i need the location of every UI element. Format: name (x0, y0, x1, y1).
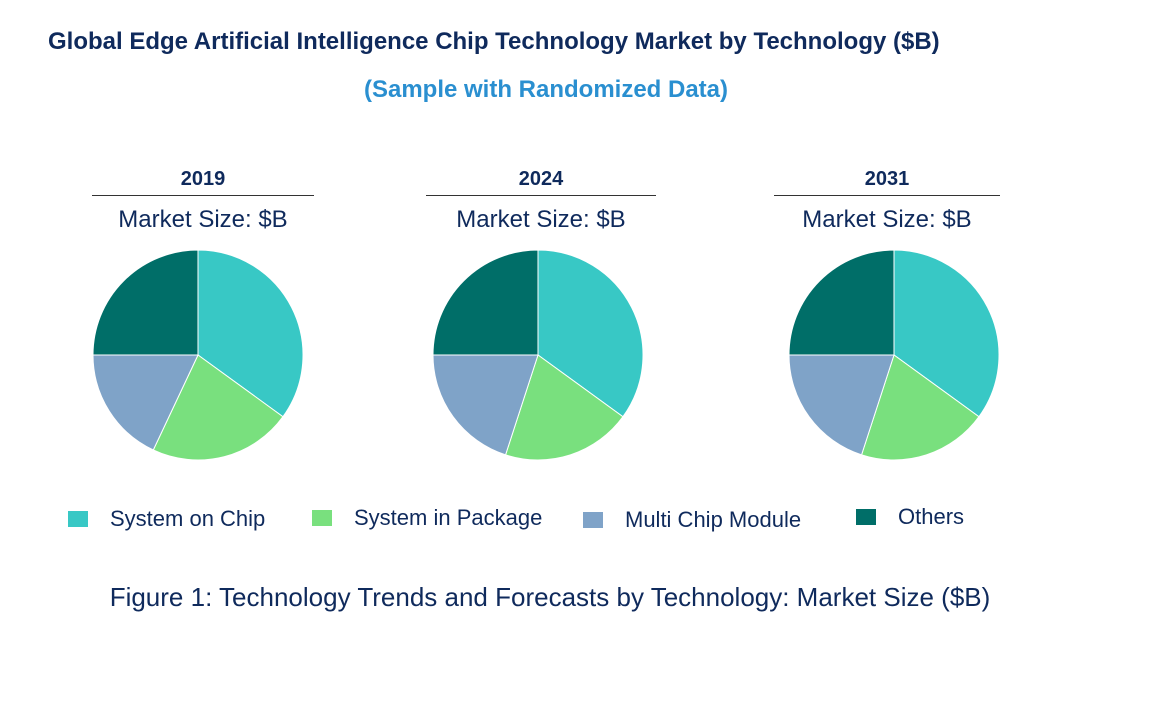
pie-slice-2024-system-in-package (504, 354, 624, 461)
legend-item-system-in-package: System in Package (312, 505, 542, 531)
pie-market-size-label: Market Size: $B (456, 206, 626, 233)
legend-label: System in Package (354, 505, 543, 530)
chart-subtitle: (Sample with Randomized Data) (363, 76, 729, 103)
pie-slice-2024-multi-chip-module (432, 354, 539, 456)
pie-slice-2031-multi-chip-module (788, 354, 895, 456)
pie-panel-2031: 2031 Market Size: $B (774, 168, 1000, 234)
legend-swatch (856, 509, 876, 525)
pie-year-label: 2031 (774, 168, 1000, 196)
legend-label: Others (898, 504, 965, 529)
legend-swatch (312, 510, 332, 526)
legend-item-others: Others (856, 504, 964, 530)
pie-slice-2019-multi-chip-module (92, 354, 199, 451)
legend-label: System on Chip (110, 506, 266, 531)
pie-slice-2031-others (788, 249, 895, 356)
pie-market-size-label: Market Size: $B (118, 206, 288, 233)
legend: System on Chip System in Package Multi C… (0, 502, 1170, 538)
pie-year-label: 2024 (426, 168, 656, 196)
legend-label: Multi Chip Module (625, 507, 802, 532)
pie-panel-2024: 2024 Market Size: $B (426, 168, 656, 234)
pie-panel-2019: 2019 Market Size: $B (92, 168, 314, 234)
pie-slice-2019-system-in-package (152, 354, 284, 461)
chart-title: Global Edge Artificial Intelligence Chip… (48, 28, 940, 55)
pie-slice-2031-system-on-chip (893, 249, 1000, 418)
figure-caption: Figure 1: Technology Trends and Forecast… (109, 582, 991, 612)
legend-swatch (68, 511, 88, 527)
pie-slice-2031-system-in-package (860, 354, 980, 461)
pie-slice-2024-others (432, 249, 539, 356)
legend-item-multi-chip-module: Multi Chip Module (583, 507, 801, 533)
pie-slice-2019-others (92, 249, 199, 356)
legend-item-system-on-chip: System on Chip (68, 506, 265, 532)
pie-year-label: 2019 (92, 168, 314, 196)
pie-market-size-label: Market Size: $B (802, 206, 972, 233)
pie-slice-2024-system-on-chip (537, 249, 644, 418)
pie-slice-2019-system-on-chip (197, 249, 304, 418)
legend-swatch (583, 512, 603, 528)
